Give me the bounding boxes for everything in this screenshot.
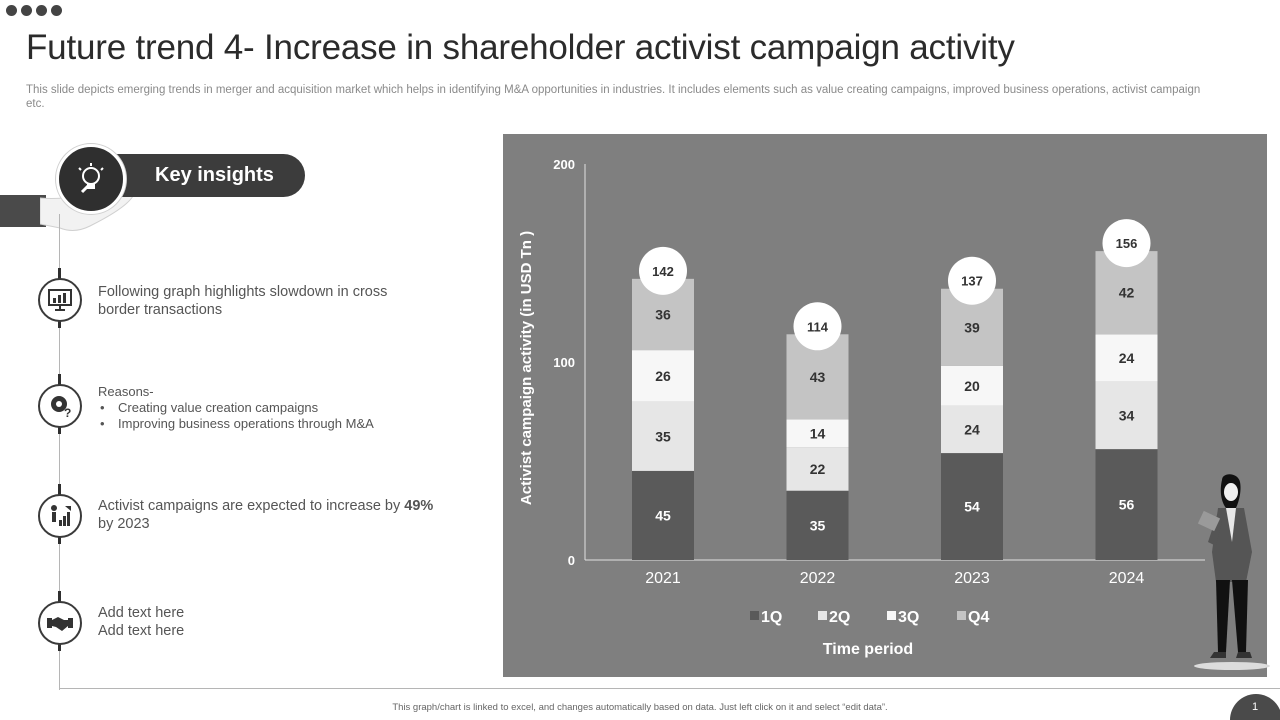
insight-4-text: Add text here Add text here	[98, 604, 184, 640]
insight-1-line1: Following graph highlights slowdown in c…	[98, 284, 388, 300]
page-title: Future trend 4- Increase in shareholder …	[26, 28, 1015, 67]
monitor-chart-icon	[48, 289, 72, 311]
insight-1-line2: border transactions	[98, 302, 223, 318]
growth-person-icon	[51, 505, 71, 526]
reason-item: Creating value creation campaigns	[98, 400, 374, 416]
insight-4-line2: Add text here	[98, 623, 185, 639]
step-2-badge: ?	[38, 384, 82, 428]
lightbulb-icon	[78, 163, 104, 194]
lightbulb-badge	[56, 144, 126, 214]
svg-text:?: ?	[64, 406, 71, 419]
timeline-line	[59, 214, 60, 690]
reason-item: Improving business operations through M&…	[98, 416, 374, 432]
reasons-heading: Reasons-	[98, 384, 154, 399]
insight-3-text: Activist campaigns are expected to incre…	[98, 497, 433, 533]
key-insights-label: Key insights	[155, 164, 274, 186]
footer-note: This graph/chart is linked to excel, and…	[392, 702, 888, 713]
step-4-badge	[38, 601, 82, 645]
menu-dots[interactable]	[6, 5, 62, 16]
insight-3-highlight: 49%	[404, 498, 434, 514]
page-number: 1	[1252, 701, 1259, 713]
insight-3-prefix: Activist campaigns are expected to incre…	[98, 498, 405, 514]
step-1-badge	[38, 278, 82, 322]
reasons-list: Reasons- Creating value creation campaig…	[98, 384, 374, 432]
chart-panel	[503, 134, 1267, 677]
insight-1-text: Following graph highlights slowdown in c…	[98, 283, 387, 319]
bottom-rule	[59, 688, 1280, 689]
page-subtitle: This slide depicts emerging trends in me…	[26, 84, 1201, 110]
insight-3-line2: by 2023	[98, 516, 150, 532]
insight-4-line1: Add text here	[98, 605, 185, 621]
businesswoman-illustration	[1194, 474, 1270, 670]
handshake-icon	[47, 617, 73, 631]
insights-tab-bar	[0, 195, 46, 227]
gear-question-icon: ?	[51, 396, 71, 419]
step-3-badge	[38, 494, 82, 538]
